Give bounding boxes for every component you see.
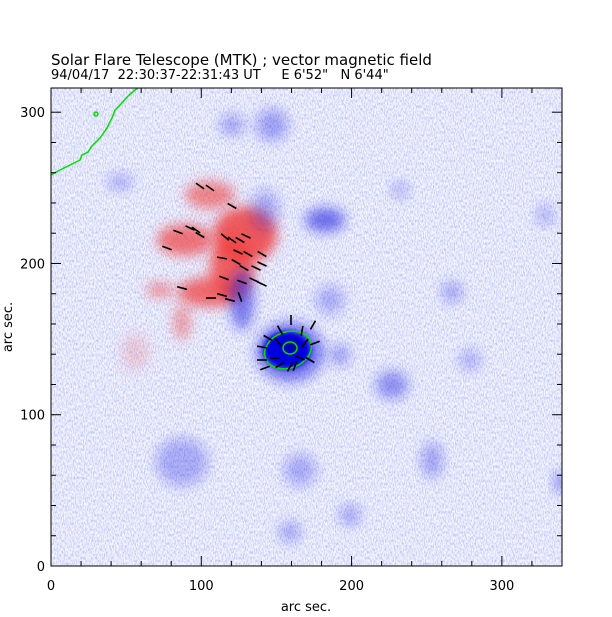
negative-polarity-region [392,182,408,198]
positive-polarity-region [173,304,191,340]
field-vector [276,325,284,335]
x-tick-label: 300 [489,579,514,594]
positive-polarity-region [185,181,235,209]
field-vector [274,337,282,347]
negative-polarity-region [280,522,300,542]
negative-polarity-region [442,282,462,302]
field-vector [295,355,305,361]
x-tick-label: 200 [339,579,364,594]
field-vector [237,279,247,285]
small-contour [93,111,99,117]
field-vector [257,250,267,258]
negative-polarity-region [376,371,408,399]
positive-polarity-region [146,282,174,298]
field-vector [162,245,172,251]
x-tick-label: 0 [47,579,55,594]
negative-polarity-region [537,205,553,225]
field-vector [239,264,249,272]
field-vector [191,226,201,234]
field-vector [237,292,243,302]
limb-contour [51,88,139,176]
chart-subtitle: 94/04/17 22:30:37-22:31:43 UT E 6'52" N … [51,68,389,83]
field-vector [301,338,309,348]
field-vector [195,231,205,239]
negative-polarity-region [256,109,288,141]
field-vector [195,182,205,190]
field-vector [251,265,261,271]
plot-frame [50,87,563,567]
field-vector [286,362,294,372]
field-vector [243,250,253,258]
negative-polarity-region [422,442,442,478]
positive-polarity-region [121,334,149,370]
field-vector [205,184,215,192]
field-vector [233,249,243,255]
negative-polarity-region [284,454,316,486]
field-vector [185,225,195,231]
field-vector [216,256,228,260]
field-vector [235,236,245,244]
field-vector [231,258,241,266]
negative-polarity-region [108,174,132,190]
negative-polarity-region [330,345,350,365]
field-vector [219,275,229,281]
field-vector [257,281,267,287]
field-vector [260,365,270,371]
field-vector [309,320,317,330]
positive-polarity-region [157,224,213,256]
field-vector [300,325,304,337]
negative-polarity-region [156,438,208,486]
negative-polarity-region [554,472,562,492]
chart-title: Solar Flare Telescope (MTK) ; vector mag… [51,51,432,69]
field-vector [249,277,259,283]
negative-polarity-region [251,190,279,230]
field-vector [256,345,268,349]
negative-polarity-region [230,270,254,330]
negative-polarity-region [305,208,345,232]
field-vector [227,202,237,210]
negative-polarity-region [340,505,360,525]
field-vector [275,361,285,369]
y-axis-label: arc sec. [1,302,16,352]
field-vector [173,229,183,235]
field-vector [216,292,228,298]
field-vector [227,236,237,244]
y-tick-label: 300 [20,106,45,121]
field-vector [310,340,320,346]
y-tick-label: 200 [20,257,45,272]
field-vector [224,297,236,303]
y-tick-label: 0 [37,560,45,575]
field-vector [292,361,298,371]
negative-polarity-region [460,350,480,370]
field-vector [241,233,251,239]
field-vector [263,334,273,342]
field-vector [305,356,315,364]
field-vector [176,285,188,291]
x-tick-label: 100 [189,579,214,594]
image-area [51,88,562,566]
sunspot-contour-inner [282,341,298,355]
negative-polarity-region [316,286,344,314]
y-tick-label: 100 [20,409,45,424]
field-vector [220,233,230,241]
field-vector [257,261,267,267]
negative-polarity-region [220,115,244,135]
x-axis-label: arc sec. [281,600,331,615]
